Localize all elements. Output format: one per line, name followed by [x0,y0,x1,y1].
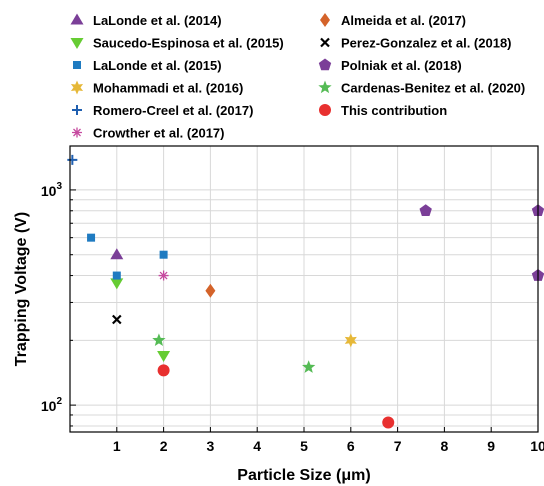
legend-marker [318,80,332,94]
data-points [67,154,544,429]
x-tick-label: 8 [441,438,449,454]
x-tick-label: 6 [347,438,355,454]
data-point [110,248,124,260]
data-point [112,271,121,280]
x-tick-label: 1 [113,438,121,454]
legend-label: Mohammadi et al. (2016) [93,81,243,96]
legend-item: Romero-Creel et al. (2017) [72,103,253,118]
legend-label: LaLonde et al. (2014) [93,13,222,28]
data-point [302,360,316,373]
legend-label: Polniak et al. (2018) [341,58,462,73]
legend-label: Crowther et al. (2017) [93,126,225,141]
legend-item: LaLonde et al. (2015) [73,58,222,73]
legend-label: Saucedo-Espinosa et al. (2015) [93,36,284,51]
x-tick-label: 3 [207,438,215,454]
legend-item: Perez-Gonzalez et al. (2018) [320,36,512,51]
data-point [67,154,78,165]
legend-marker [72,105,82,115]
legend-marker [318,58,332,71]
legend-marker [70,80,84,95]
legend-item: Crowther et al. (2017) [72,126,225,141]
data-point [159,250,168,259]
legend-label: Cardenas-Benitez et al. (2020) [341,81,525,96]
legend-marker [73,61,81,69]
x-tick-label: 4 [253,438,261,454]
axis-ticks [70,189,539,432]
x-tick-labels: 1 2 3 4 5 6 7 8 9 10 [113,438,544,454]
data-point [157,364,170,377]
data-point [419,204,432,217]
data-point [205,283,216,298]
legend-item: Saucedo-Espinosa et al. (2015) [70,36,284,51]
data-point [87,233,96,242]
legend-label: This contribution [341,103,447,118]
legend-item: Almeida et al. (2017) [320,13,466,28]
legend-marker [72,127,82,138]
x-tick-label: 9 [487,438,495,454]
x-axis-label: Particle Size (μm) [237,467,370,484]
x-tick-label: 5 [300,438,308,454]
legend-label: Almeida et al. (2017) [341,13,466,28]
legend-label: LaLonde et al. (2015) [93,58,222,73]
x-tick-label: 10 [530,438,544,454]
y-tick-label: 102 [41,396,63,414]
x-tick-label: 7 [394,438,402,454]
legend-item: Cardenas-Benitez et al. (2020) [318,80,525,96]
legend-marker [70,13,84,25]
y-axis-label: Trapping Voltage (V) [13,212,30,366]
data-point [382,416,395,429]
data-point [110,278,124,290]
y-tick-label: 103 [41,181,63,199]
y-tick-labels: 102 103 [41,181,63,414]
data-point [344,333,357,348]
x-tick-label: 2 [160,438,168,454]
legend: LaLonde et al. (2014) Saucedo-Espinosa et… [70,13,525,141]
data-point [152,333,166,346]
legend-label: Romero-Creel et al. (2017) [93,103,253,118]
legend-marker [320,13,330,27]
legend-item: Mohammadi et al. (2016) [70,80,243,96]
legend-marker [70,38,84,49]
legend-marker [319,104,331,116]
legend-item: LaLonde et al. (2014) [70,13,222,28]
legend-label: Perez-Gonzalez et al. (2018) [341,36,512,51]
legend-marker [320,37,330,48]
legend-item: Polniak et al. (2018) [318,58,462,73]
data-point [158,270,169,281]
data-point [157,351,171,363]
data-point [112,314,122,325]
legend-item: This contribution [319,103,447,118]
